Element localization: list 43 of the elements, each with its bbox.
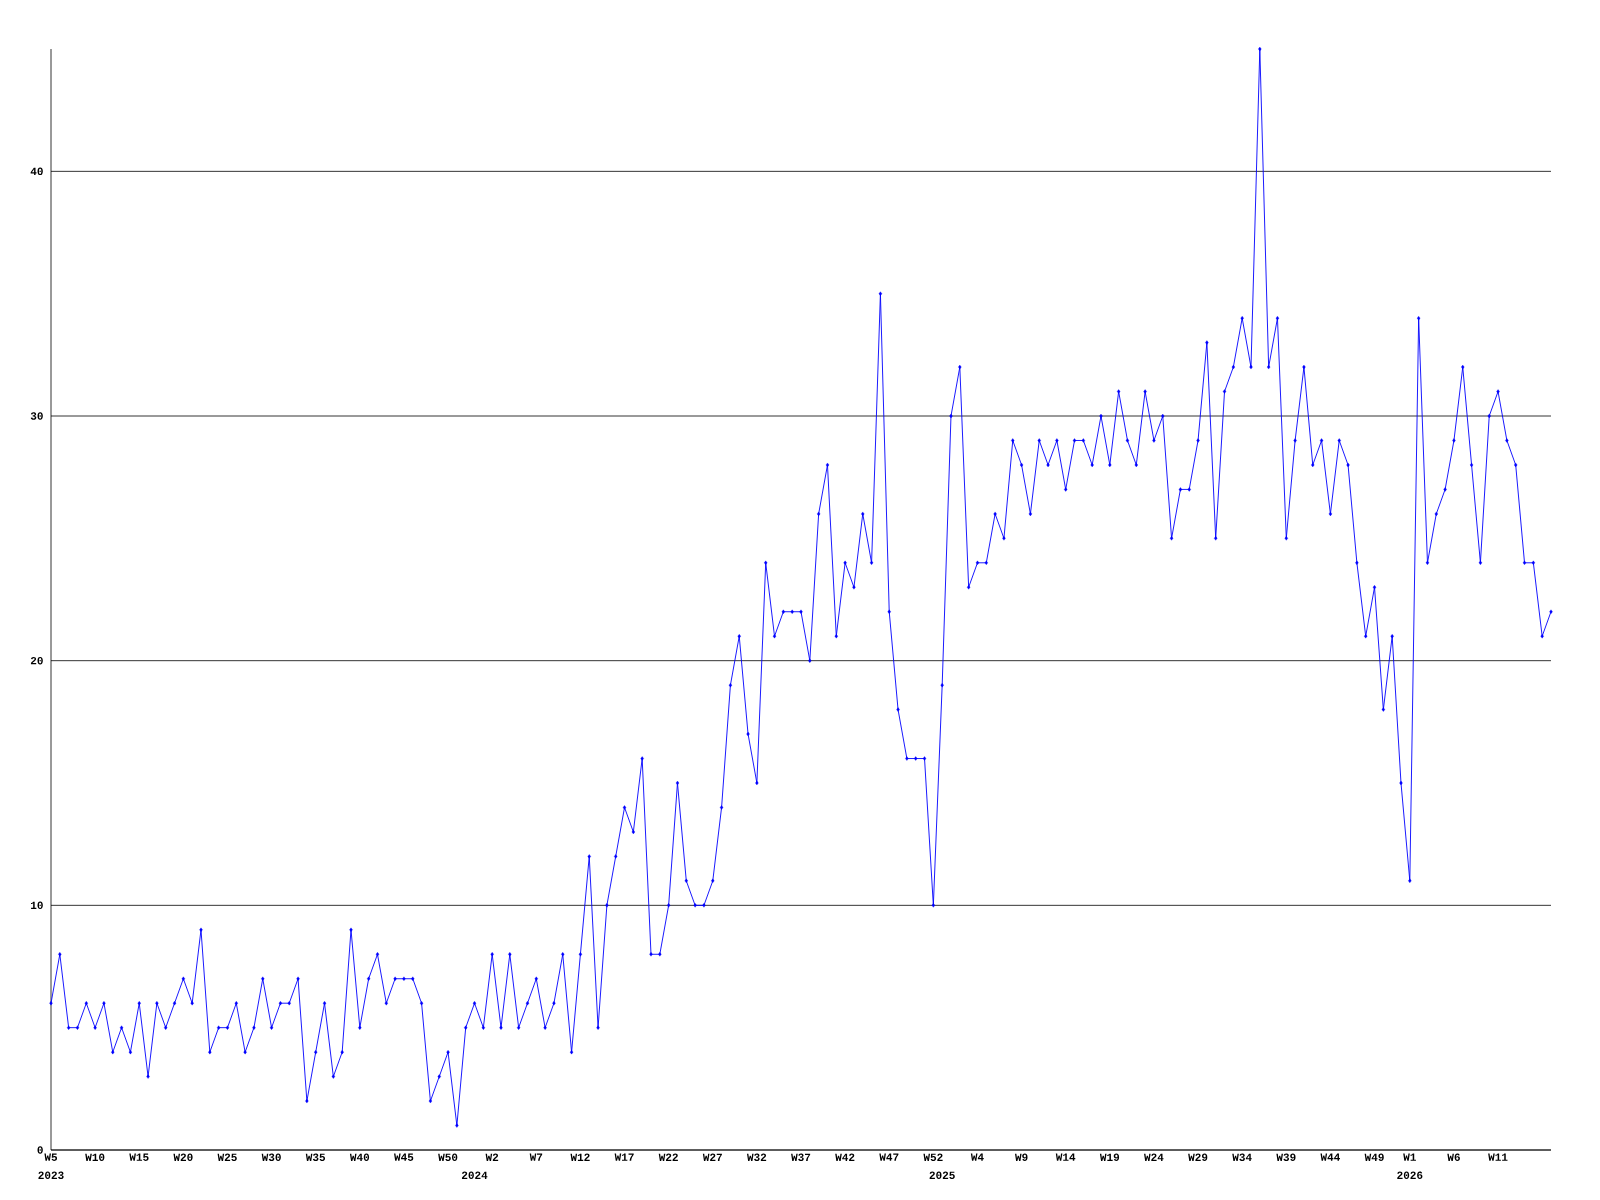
x-tick-label: W40 — [349, 1153, 370, 1161]
y-tick-label: 30 — [30, 412, 43, 420]
text: 2023 — [38, 1171, 64, 1180]
x-tick-label: W32 — [746, 1153, 767, 1162]
x-tick-label: W42 — [835, 1153, 855, 1161]
x-tick-label: W2 — [485, 1153, 499, 1161]
x-tick-label: W35 — [305, 1153, 326, 1162]
x-tick-label: W20 — [173, 1153, 193, 1161]
x-tick-label: W5 — [44, 1153, 58, 1161]
x-tick-label: W10 — [85, 1153, 105, 1161]
x-tick-label: W12 — [570, 1153, 590, 1161]
x-tick-label: W22 — [658, 1153, 678, 1161]
y-tick-label: 40 — [30, 167, 43, 176]
y-tick-label: 0 — [37, 1146, 43, 1154]
x-tick-label: W6 — [1447, 1153, 1460, 1161]
x-tick-label: W19 — [1099, 1153, 1120, 1161]
x-tick-label: W34 — [1232, 1153, 1252, 1162]
x-tick-label: W45 — [394, 1153, 414, 1161]
x-tick-label: W49 — [1364, 1153, 1384, 1161]
text: 2025 — [929, 1171, 955, 1179]
y-tick-label: 10 — [31, 901, 43, 910]
x-tick-label: W1 — [1403, 1153, 1416, 1161]
x-tick-label: W30 — [261, 1153, 281, 1162]
x-tick-label: W25 — [217, 1153, 237, 1161]
text: 2024 — [461, 1171, 488, 1179]
x-tick-label: W47 — [879, 1153, 899, 1161]
x-tick-label: W50 — [438, 1153, 458, 1161]
x-tick-label: W14 — [1055, 1153, 1076, 1161]
x-tick-label: W17 — [614, 1153, 634, 1161]
x-tick-label: W15 — [129, 1153, 149, 1161]
x-tick-label: W24 — [1144, 1153, 1164, 1161]
x-tick-label: W39 — [1276, 1153, 1296, 1162]
x-tick-label: W7 — [529, 1153, 543, 1161]
x-tick-label: W52 — [923, 1153, 943, 1161]
x-tick-label: W9 — [1014, 1153, 1028, 1161]
y-tick-label: 20 — [30, 656, 43, 665]
x-tick-label: W44 — [1320, 1153, 1340, 1161]
x-tick-label: W4 — [970, 1153, 984, 1161]
x-tick-label: W27 — [702, 1153, 722, 1161]
x-tick-label: W11 — [1488, 1153, 1508, 1161]
x-tick-label: W29 — [1188, 1153, 1208, 1161]
x-tick-label: W37 — [791, 1153, 811, 1162]
text: 2026 — [1397, 1171, 1423, 1179]
